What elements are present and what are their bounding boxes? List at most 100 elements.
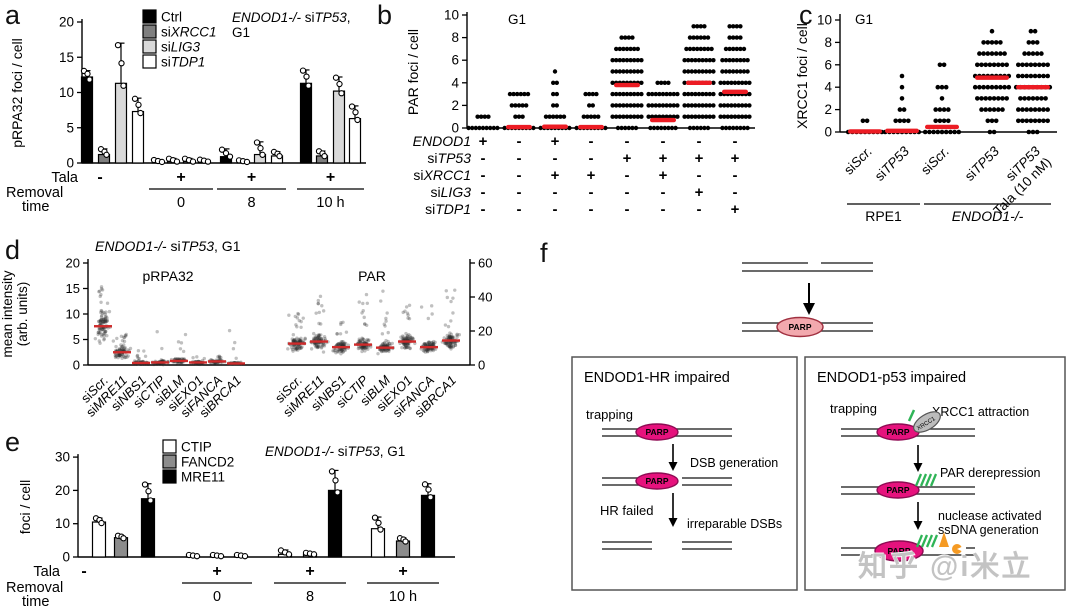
data-dot: [340, 341, 344, 346]
median-bar: [650, 117, 676, 123]
data-dot: [96, 330, 101, 335]
data-dot: [525, 91, 531, 97]
svg-text:+: +: [659, 150, 668, 167]
data-dot: [628, 46, 633, 52]
data-dot: [126, 348, 130, 352]
svg-text:PAR foci / cell: PAR foci / cell: [405, 29, 421, 115]
data-dot: [143, 354, 148, 358]
data-dot: [381, 348, 385, 352]
median-bar: [113, 351, 131, 354]
data-dot: [301, 339, 305, 343]
data-dot: [312, 331, 316, 336]
data-dot: [400, 345, 404, 350]
svg-text:DSB generation: DSB generation: [690, 456, 778, 470]
data-dot: [693, 114, 698, 119]
svg-text:foci / cell: foci / cell: [17, 480, 33, 534]
median-bar: [542, 124, 568, 129]
data-dot: [337, 341, 341, 346]
data-dot: [734, 35, 739, 40]
data-dot: [635, 114, 640, 119]
data-dot: [97, 327, 101, 332]
data-dot: [361, 347, 365, 351]
data-dot: [432, 342, 436, 346]
data-dot: [731, 125, 736, 131]
data-dot: [97, 289, 102, 293]
data-dot: [385, 342, 390, 346]
data-dot: [358, 338, 362, 343]
median-bar: [975, 75, 1009, 80]
data-dot: [626, 125, 631, 131]
data-dot: [1020, 62, 1025, 68]
replicate-point: [243, 158, 251, 166]
data-dot: [981, 84, 986, 90]
data-dot: [1000, 107, 1005, 112]
data-dot: [1024, 118, 1029, 124]
data-dot: [405, 337, 410, 341]
replicate-point: [352, 109, 359, 116]
data-dot: [711, 80, 716, 86]
data-dot: [451, 345, 455, 349]
svg-text:4: 4: [824, 80, 832, 95]
data-dot: [996, 96, 1001, 101]
data-dot: [379, 299, 383, 303]
data-dot: [96, 330, 101, 335]
data-dot: [675, 114, 680, 119]
replicate-point: [336, 80, 343, 88]
data-dot: [142, 349, 146, 353]
data-dot: [407, 332, 411, 337]
svg-text:XRCC1 foci / cell: XRCC1 foci / cell: [794, 23, 810, 129]
data-dot: [303, 336, 307, 341]
median-bar: [227, 362, 245, 365]
data-dot: [316, 344, 320, 348]
data-dot: [336, 342, 341, 346]
svg-text:pRPA32: pRPA32: [142, 268, 193, 284]
data-dot: [313, 336, 318, 341]
data-dot: [507, 91, 513, 97]
data-dot: [551, 103, 556, 108]
svg-text:-: -: [625, 133, 630, 150]
data-dot: [316, 335, 321, 340]
data-dot: [357, 300, 361, 304]
data-dot: [630, 125, 635, 131]
data-dot: [941, 107, 947, 112]
median-bar: [1016, 85, 1050, 90]
data-dot: [356, 340, 361, 344]
data-dot: [1022, 51, 1027, 56]
data-dot: [289, 346, 294, 350]
data-dot: [407, 303, 412, 307]
data-dot: [899, 96, 905, 101]
svg-text:ENDOD1-/-: ENDOD1-/-: [952, 208, 1024, 224]
data-dot: [339, 342, 343, 347]
data-dot: [119, 334, 124, 338]
data-dot: [736, 80, 741, 86]
svg-text:-: -: [589, 184, 594, 201]
data-dot: [686, 69, 691, 74]
data-dot: [427, 341, 432, 345]
data-dot: [114, 354, 119, 358]
svg-text:-: -: [625, 184, 630, 201]
data-dot: [946, 118, 951, 124]
median-bar: [420, 345, 438, 349]
data-dot: [424, 342, 428, 346]
replicate-point: [321, 153, 328, 160]
data-dot: [632, 114, 637, 119]
data-dot: [444, 341, 448, 345]
data-dot: [362, 345, 366, 349]
data-dot: [1030, 40, 1036, 45]
data-dot: [399, 335, 403, 339]
data-dot: [102, 317, 106, 321]
replicate-point: [114, 42, 122, 49]
data-dot: [322, 344, 327, 348]
replicate-point: [193, 553, 201, 560]
data-dot: [587, 103, 592, 108]
data-dot: [731, 35, 736, 40]
data-dot: [668, 114, 673, 119]
data-dot: [624, 114, 630, 119]
svg-text:-: -: [517, 184, 522, 201]
data-dot: [117, 347, 122, 352]
data-dot: [341, 350, 345, 354]
data-dot: [628, 114, 633, 119]
data-dot: [1002, 84, 1007, 90]
data-dot: [385, 348, 390, 352]
replicate-point: [120, 82, 127, 89]
